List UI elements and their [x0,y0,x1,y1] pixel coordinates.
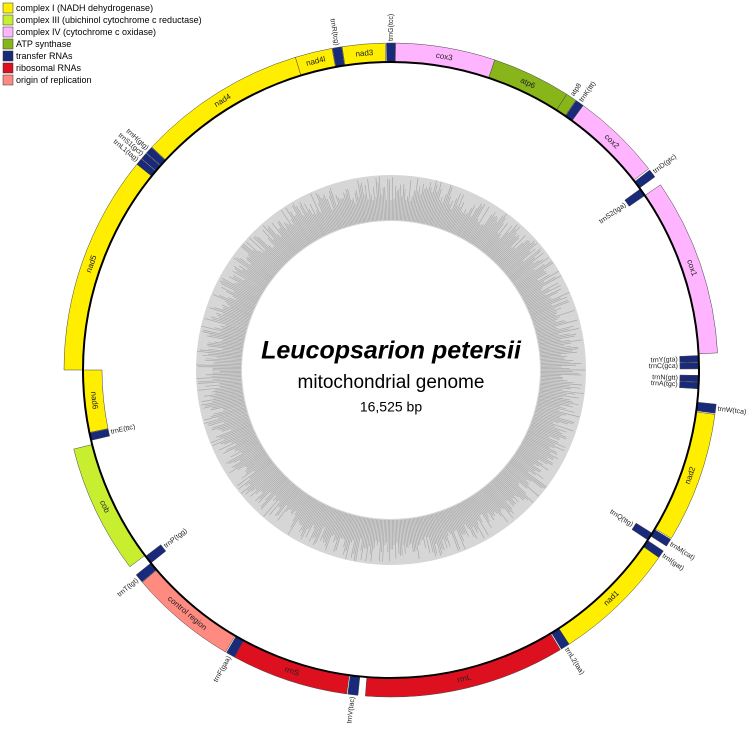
genome-length: 16,525 bp [360,399,422,415]
gene [679,374,700,383]
legend: complex I (NADH dehydrogenase) complex II… [2,2,202,86]
trna-label: trnG(tcc) [388,14,395,41]
gene [365,633,561,698]
gene [386,42,396,63]
trna-label: trnW(tca) [717,406,746,416]
trna-label: trnD(gtc) [652,153,678,175]
gene [347,675,361,696]
trna-label: trnP(tgg) [163,527,189,549]
legend-swatch [2,62,14,74]
legend-swatch [2,38,14,50]
trna-label: trnT(tgt) [116,577,140,598]
gene [696,401,717,414]
trna-label: trnN(gtt) [652,374,678,382]
trna-label: trnQ(ttg) [608,509,634,529]
legend-label: ATP synthase [16,39,71,49]
legend-swatch [2,50,14,62]
gene [679,362,700,370]
legend-swatch [2,2,14,14]
legend-label: complex IV (cytochrome c oxidase) [16,27,156,37]
trna-label: trnF(gaa) [213,655,233,684]
subtitle: mitochondrial genome [298,372,485,393]
legend-label: complex I (NADH dehydrogenase) [16,3,153,13]
trna-label: trnI(gat) [661,553,685,573]
trna-label: trnY(gta) [650,356,677,364]
trna-label: trnC(gca) [649,363,678,370]
gc-ring [196,175,586,565]
legend-swatch [2,26,14,38]
legend-swatch [2,14,14,26]
gene [679,381,700,390]
legend-label: origin of replication [16,75,92,85]
gene-label: nad6 [89,391,100,410]
trna-label: trnA(tgc) [651,380,678,388]
trna-label: trnS2(tga) [598,202,627,226]
trna-label: trnV(tac) [346,696,356,723]
legend-label: transfer RNAs [16,51,73,61]
gene-label: cox3 [435,51,454,63]
gc-skew [196,176,586,562]
gene [679,355,700,363]
legend-label: complex III (ubichinol cytochrome c redu… [16,15,202,25]
trna-label: trnL2(taa) [563,647,585,676]
legend-label: ribosomal RNAs [16,63,82,73]
gene-label: rrnS [283,665,300,678]
trna-label: trnR(tcg) [328,18,339,46]
title: Leucopsarion petersii [261,337,522,365]
trna-label: trnK(ttt) [578,80,597,103]
gene-label: nad3 [355,48,374,59]
genome-circle [82,61,700,679]
trna-label: trnE(ttc) [110,424,136,436]
gene-label: rrnL [456,672,472,684]
legend-swatch [2,74,14,86]
